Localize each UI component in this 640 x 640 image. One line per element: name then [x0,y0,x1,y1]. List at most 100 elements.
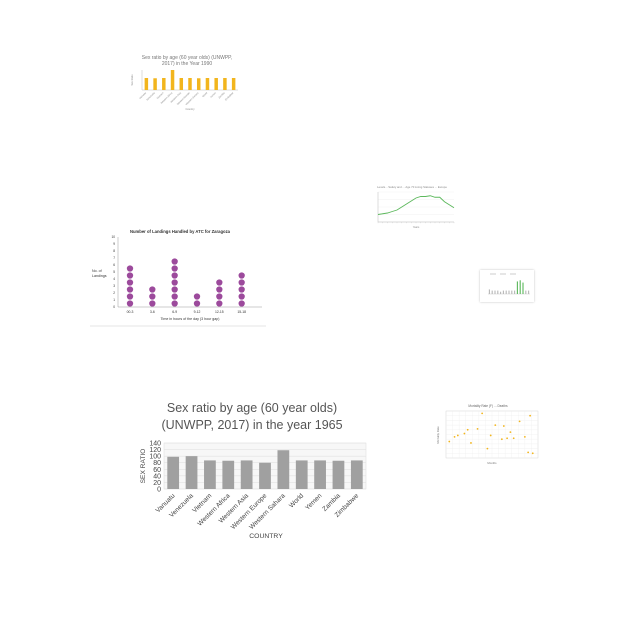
chart-mortality-scatter: Mortality Rate (F) ... Deaths Mortality R… [432,400,542,466]
chart-background [480,270,534,302]
data-point [512,437,515,440]
bar [511,290,513,294]
bar [497,290,499,294]
bar [204,460,216,489]
series-line [377,195,455,215]
data-dot [126,300,134,307]
x-tick-label: Vanuatu [139,91,148,100]
x-tick-label: Vietnam [156,92,164,100]
x-axis-label: Country [185,107,195,111]
chart-6-svg: Mortality Rate (F) ... Deaths Mortality R… [436,404,539,465]
bar [185,456,198,489]
bar [196,78,201,90]
bar [522,282,524,294]
y-axis-label: Sex Ratio [130,74,134,86]
chart-title: Number of Landings Handled by ATC for Za… [130,229,231,234]
data-dot [238,300,245,307]
y-tick-label: 3 [113,284,115,288]
y-tick-label: 120 [149,447,161,454]
data-point [466,428,469,431]
data-dot [171,272,178,279]
bar [240,460,253,489]
bar [153,78,157,90]
data-dot [126,272,134,279]
bar [350,460,363,489]
bar [167,456,180,489]
bar [314,460,326,489]
y-tick-label: 80 [153,460,161,467]
data-point [506,437,509,440]
y-tick-label: 60 [153,467,161,474]
data-point [494,424,497,426]
y-tick-label: 40 [153,473,161,480]
bar [277,450,290,489]
chart-2-svg: Levels... Safety and ... Age 70 Living S… [377,185,455,229]
data-dot [171,293,178,300]
bar [179,78,184,90]
data-dot [216,293,223,300]
bar [528,290,530,294]
data-point [509,431,512,434]
x-tick-label: World [288,492,305,509]
chart-5-svg: Sex ratio by age (60 year olds) (UNWPP, 2… [140,401,367,540]
data-point [529,414,532,417]
chart-green-line: Levels... Safety and ... Age 70 Living S… [364,180,460,230]
data-dot [126,265,134,272]
y-axis-label: No. of [92,269,102,273]
data-point [489,434,492,437]
y-tick-label: 10 [111,235,115,239]
x-tick-label: 15-18 [237,310,246,314]
data-point [453,435,456,438]
data-dot [216,279,223,286]
data-point [523,435,526,438]
chart-title: Mortality Rate (F) ... Deaths [468,404,508,408]
data-dot [193,300,201,307]
x-tick-label: Zimbabwe [224,91,234,101]
bar [488,289,490,294]
data-dot [149,293,156,300]
bar [231,78,236,90]
bar [502,290,504,294]
x-tick-label: 12-15 [215,310,224,314]
x-axis-label: COUNTRY [249,533,283,540]
chart-title: (UNWPP, 2017) in the year 1965 [161,418,342,432]
data-point [502,425,505,427]
data-point [527,451,530,454]
x-axis-label: Time in hours of the day (3 hour gap) [161,317,220,321]
data-point [470,442,472,444]
y-tick-label: 5 [113,270,115,274]
data-point [531,452,534,455]
chart-title: Sex ratio by age (60 year olds) (UNWPP, [142,55,233,61]
x-axis-label: Years [413,225,420,229]
data-point [476,427,479,430]
y-tick-label: 140 [149,441,161,448]
x-tick-label: 3-6 [150,310,155,314]
data-dot [171,300,178,307]
chart-title: Sex ratio by age (60 year olds) [167,401,337,415]
bar [170,70,175,90]
y-axis-label: SEX RATIO [140,449,147,484]
bar [205,78,210,90]
data-point [448,440,451,443]
y-tick-label: 6 [113,263,115,267]
y-tick-label: 20 [153,480,161,487]
chart-small-green-bars [480,270,534,302]
y-tick-label: 7 [113,256,115,260]
data-point [456,434,459,437]
legend-swatch [510,273,516,275]
bar [525,290,527,294]
x-tick-label: Venezuela [146,91,156,101]
data-point [500,438,503,441]
chart-title: Levels... Safety and ... Age 70 Living S… [377,185,447,189]
y-axis-label: Landings [92,274,107,278]
bar [491,290,493,294]
chart-title: 2017) in the Year 1990 [162,61,213,67]
legend-swatch [500,273,506,275]
y-axis-label: Mortality Rate [436,426,440,444]
bar [222,460,235,489]
bar [494,290,496,294]
bar [516,281,518,294]
bar [144,78,149,90]
x-tick-label: 6-9 [172,310,177,314]
bar [188,78,192,90]
